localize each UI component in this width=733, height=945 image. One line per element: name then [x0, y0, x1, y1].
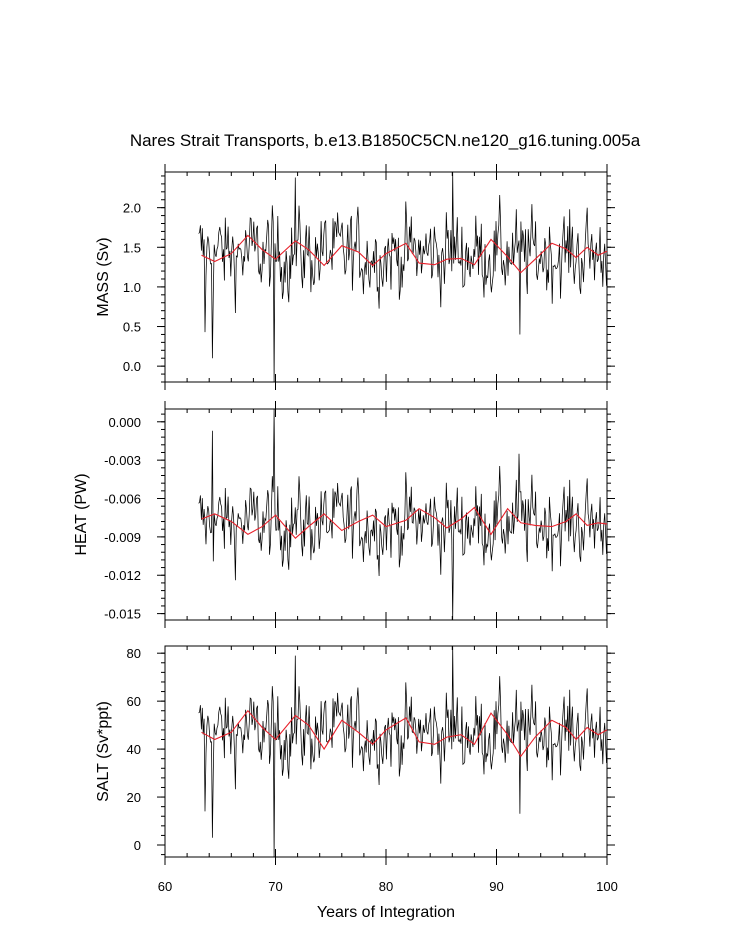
y-axis-label: SALT (Sv*ppt) — [95, 701, 112, 802]
y-axis-label: MASS (Sv) — [95, 237, 112, 316]
x-tick-label: 100 — [596, 879, 618, 894]
y-tick-label: -0.006 — [104, 492, 141, 507]
smoothed-series-line — [201, 709, 608, 758]
y-tick-label: -0.009 — [104, 530, 141, 545]
smoothed-series-line — [201, 234, 608, 274]
x-tick-label: 60 — [158, 879, 172, 894]
x-tick-label: 80 — [379, 879, 393, 894]
y-tick-label: -0.015 — [104, 607, 141, 622]
y-tick-label: 0.0 — [123, 359, 141, 374]
panel-2: 0 20 40 60 80 SALT (Sv*ppt) — [95, 645, 615, 865]
y-tick-label: 20 — [127, 790, 141, 805]
y-tick-label: 40 — [127, 742, 141, 757]
panel-1: -0.015 -0.012 -0.009 -0.006 -0.003 0.000 HEAT … — [73, 401, 615, 628]
raw-series-line — [198, 408, 607, 621]
y-tick-label: 0.000 — [108, 415, 141, 430]
y-tick-label: 1.0 — [123, 280, 141, 295]
y-tick-label: 0.5 — [123, 320, 141, 335]
x-tick-label: 70 — [268, 879, 282, 894]
y-tick-label: 0 — [134, 838, 141, 853]
raw-series-line — [198, 171, 607, 383]
y-tick-label: 60 — [127, 694, 141, 709]
chart-title: Nares Strait Transports, b.e13.B1850C5CN… — [130, 131, 641, 150]
y-tick-label: 2.0 — [123, 201, 141, 216]
y-tick-label: 80 — [127, 646, 141, 661]
raw-series-line — [198, 645, 607, 858]
y-tick-label: -0.003 — [104, 453, 141, 468]
y-tick-label: 1.5 — [123, 240, 141, 255]
smoothed-series-line — [201, 506, 608, 539]
x-tick-label: 90 — [489, 879, 503, 894]
panel-frame — [164, 408, 608, 621]
y-axis-label: HEAT (PW) — [73, 473, 90, 555]
x-axis-label: Years of Integration — [317, 904, 455, 921]
y-tick-label: -0.012 — [104, 568, 141, 583]
panel-0: 0.0 0.5 1.0 1.5 2.0 MASS (Sv) — [95, 164, 615, 390]
